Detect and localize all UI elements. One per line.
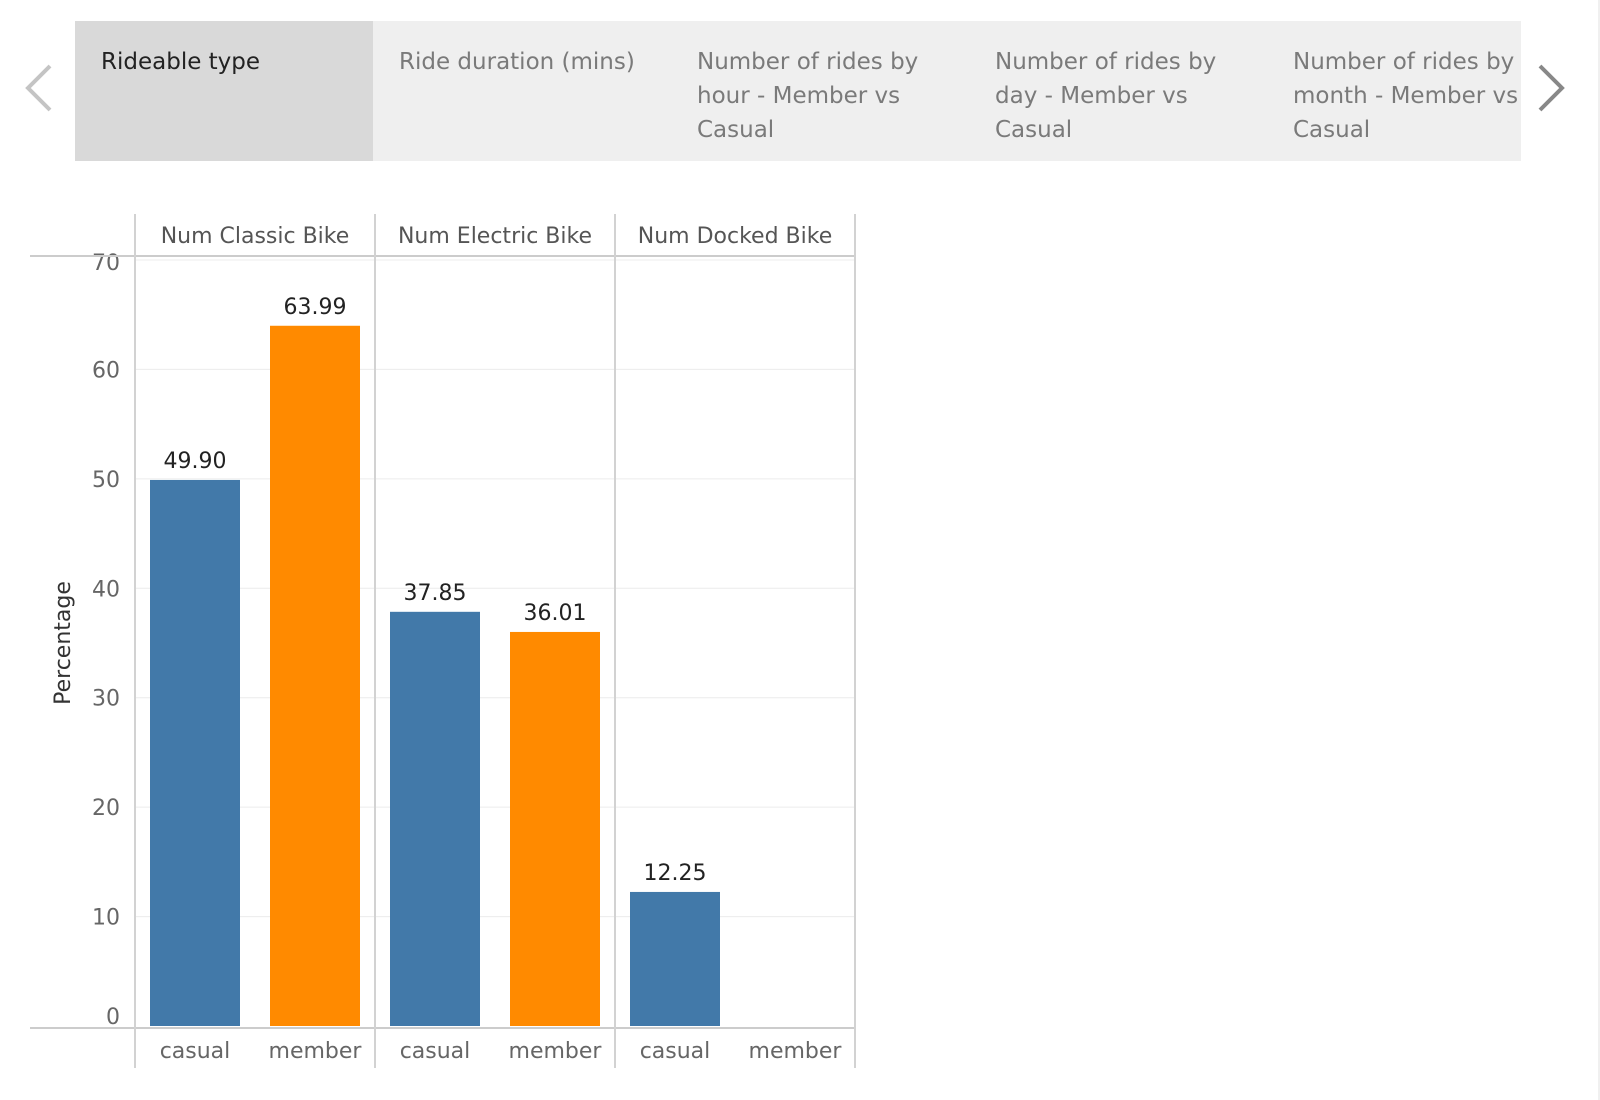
tab-rides-by-hour[interactable]: Number of rides by hour - Member vs Casu… — [671, 21, 971, 161]
y-tick-label: 40 — [92, 577, 120, 602]
x-tick-label: casual — [160, 1039, 231, 1064]
prev-tab-button[interactable] — [20, 58, 60, 118]
data-label: 37.85 — [404, 581, 467, 606]
tab-label: Number of rides by hour - Member vs Casu… — [697, 49, 919, 143]
data-label: 63.99 — [284, 295, 347, 320]
y-tick-label: 20 — [92, 796, 120, 821]
bar-casual — [390, 611, 480, 1026]
bar-member — [510, 631, 600, 1026]
panel-header: Num Classic Bike — [161, 224, 350, 249]
x-tick-label: member — [749, 1039, 843, 1064]
bar-casual — [630, 891, 720, 1026]
tab-ride-duration[interactable]: Ride duration (mins) — [373, 21, 673, 161]
data-label: 49.90 — [164, 449, 227, 474]
tab-rideable-type[interactable]: Rideable type — [75, 21, 375, 161]
bar-member — [270, 325, 360, 1026]
tab-rides-by-day[interactable]: Number of rides by day - Member vs Casua… — [969, 21, 1269, 161]
scrollbar-track — [1598, 0, 1600, 1100]
data-label: 36.01 — [524, 601, 587, 626]
y-tick-label: 30 — [92, 687, 120, 712]
x-tick-label: casual — [640, 1039, 711, 1064]
panel-header: Num Docked Bike — [638, 224, 832, 249]
panel-header: Num Electric Bike — [398, 224, 592, 249]
tab-bar: Rideable type Ride duration (mins) Numbe… — [0, 0, 1600, 170]
y-tick-label: 50 — [92, 468, 120, 493]
tab-label: Number of rides by month - Member vs Cas… — [1293, 49, 1519, 143]
data-label: 12.25 — [644, 861, 707, 886]
tab-strip: Rideable type Ride duration (mins) Numbe… — [75, 21, 1521, 161]
chevron-right-icon — [1538, 64, 1565, 112]
chevron-left-icon — [25, 64, 52, 112]
y-axis-title: Percentage — [51, 581, 76, 705]
x-tick-label: member — [269, 1039, 363, 1064]
tab-label: Number of rides by day - Member vs Casua… — [995, 49, 1217, 143]
x-tick-label: casual — [400, 1039, 471, 1064]
x-tick-label: member — [509, 1039, 603, 1064]
y-tick-label: 60 — [92, 358, 120, 383]
y-tick-label: 10 — [92, 906, 120, 931]
bar-casual — [150, 479, 240, 1026]
tab-label: Ride duration (mins) — [399, 49, 635, 75]
y-tick-label: 0 — [106, 1005, 120, 1030]
next-tab-button[interactable] — [1530, 58, 1570, 118]
bar-chart: 0 10 20 30 40 50 60 70 Percentage Num Classic Bik… — [30, 214, 856, 1068]
tab-rides-by-month[interactable]: Number of rides by month - Member vs Cas… — [1267, 21, 1521, 161]
y-tick-label: 70 — [92, 251, 120, 276]
tab-label: Rideable type — [101, 49, 261, 75]
